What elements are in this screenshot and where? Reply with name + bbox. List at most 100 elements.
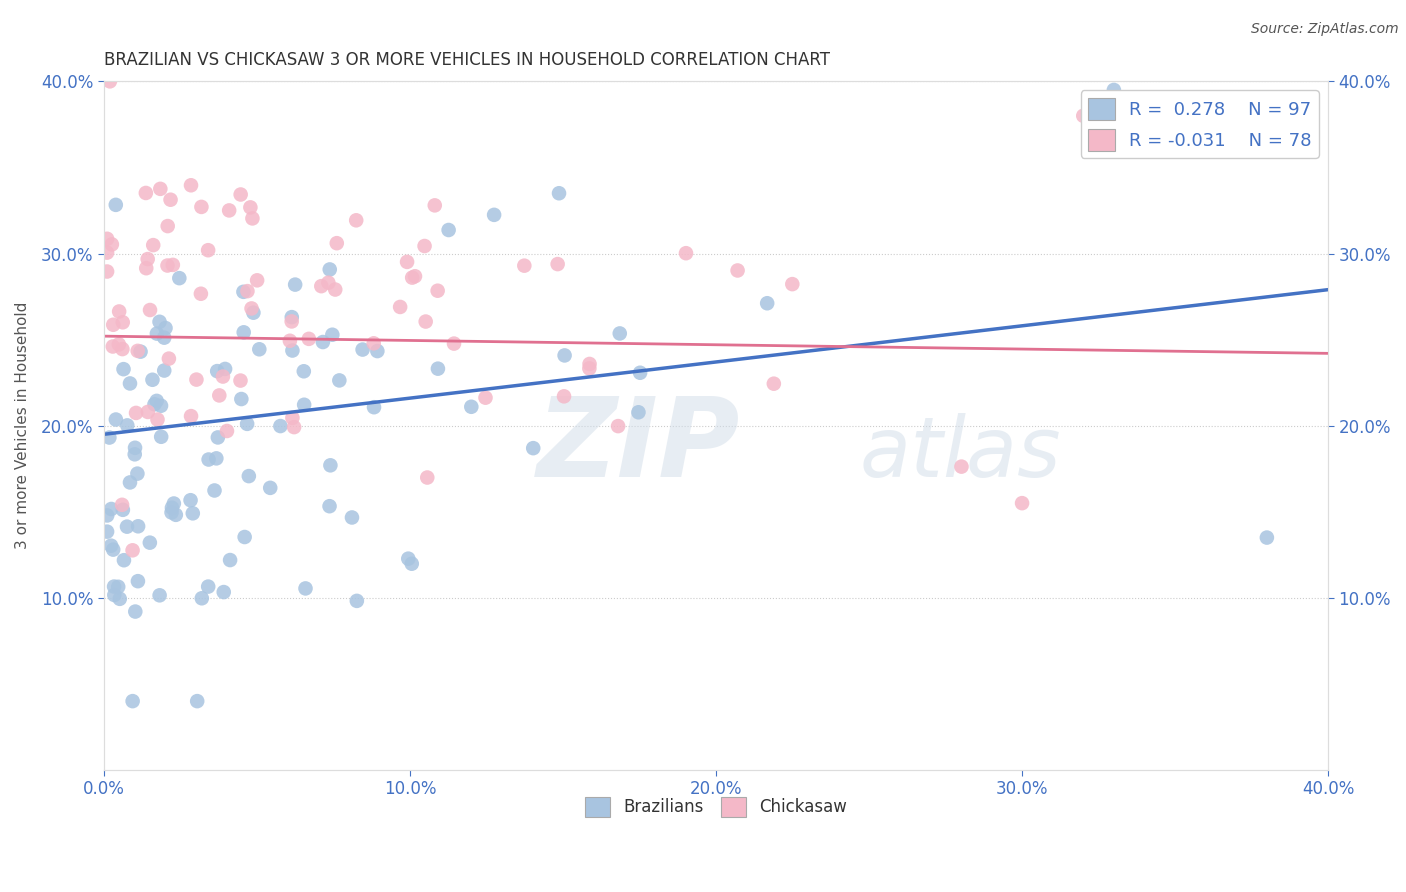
Point <box>180 178 202 193</box>
Point <box>363 336 385 351</box>
Point <box>363 401 385 415</box>
Point <box>609 326 631 341</box>
Point <box>205 451 228 466</box>
Point <box>108 337 131 351</box>
Point <box>98 431 121 445</box>
Point <box>578 357 600 371</box>
Point <box>218 203 240 218</box>
Point <box>124 605 146 619</box>
Point <box>96 245 118 260</box>
Point <box>232 326 254 340</box>
Point <box>153 363 176 377</box>
Point <box>1102 83 1125 97</box>
Point <box>219 553 242 567</box>
Point <box>145 393 167 408</box>
Point <box>121 543 143 558</box>
Point <box>236 284 259 298</box>
Text: BRAZILIAN VS CHICKASAW 3 OR MORE VEHICLES IN HOUSEHOLD CORRELATION CHART: BRAZILIAN VS CHICKASAW 3 OR MORE VEHICLE… <box>104 51 830 69</box>
Point <box>513 259 536 273</box>
Point <box>118 376 141 391</box>
Point <box>125 406 148 420</box>
Point <box>146 412 169 426</box>
Point <box>240 301 263 316</box>
Point <box>269 419 291 434</box>
Point <box>242 211 264 226</box>
Point <box>294 582 316 596</box>
Point <box>146 326 169 341</box>
Point <box>149 588 172 602</box>
Point <box>437 223 460 237</box>
Point <box>111 315 134 329</box>
Point <box>423 198 446 212</box>
Point <box>150 430 173 444</box>
Point <box>159 193 181 207</box>
Point <box>139 535 162 549</box>
Point <box>142 238 165 252</box>
Point <box>127 343 149 358</box>
Point <box>236 417 259 431</box>
Point <box>160 506 183 520</box>
Point <box>1256 531 1278 545</box>
Point <box>143 397 166 411</box>
Point <box>239 200 262 214</box>
Text: atlas: atlas <box>860 413 1062 493</box>
Point <box>340 510 363 524</box>
Point <box>318 276 340 290</box>
Point <box>103 318 125 332</box>
Point <box>231 392 253 406</box>
Point <box>396 551 419 566</box>
Point <box>321 327 343 342</box>
Point <box>416 470 439 484</box>
Point <box>163 496 186 510</box>
Point <box>121 694 143 708</box>
Point <box>148 315 170 329</box>
Y-axis label: 3 or more Vehicles in Household: 3 or more Vehicles in Household <box>15 302 30 549</box>
Point <box>103 580 125 594</box>
Point <box>117 418 139 433</box>
Point <box>281 343 304 358</box>
Point <box>101 237 124 252</box>
Point <box>186 373 208 387</box>
Point <box>180 409 202 424</box>
Point <box>627 405 650 419</box>
Point <box>323 283 346 297</box>
Point <box>181 506 204 520</box>
Point <box>280 314 302 328</box>
Point <box>366 344 388 359</box>
Point <box>212 369 235 384</box>
Point <box>292 364 315 378</box>
Point <box>554 348 576 362</box>
Point <box>160 500 183 515</box>
Point <box>129 344 152 359</box>
Point <box>214 362 236 376</box>
Point <box>127 467 149 481</box>
Point <box>283 420 305 434</box>
Point <box>292 398 315 412</box>
Point <box>311 279 333 293</box>
Point <box>100 539 122 553</box>
Point <box>426 284 449 298</box>
Point <box>229 187 252 202</box>
Point <box>108 591 131 606</box>
Point <box>474 391 496 405</box>
Point <box>319 458 342 473</box>
Point <box>389 300 412 314</box>
Point <box>344 213 367 227</box>
Point <box>326 236 349 251</box>
Point <box>319 262 342 277</box>
Point <box>190 286 212 301</box>
Point <box>136 405 159 419</box>
Point <box>124 441 146 455</box>
Point <box>155 321 177 335</box>
Point <box>415 314 437 328</box>
Point <box>197 452 219 467</box>
Point <box>396 255 419 269</box>
Point <box>150 399 173 413</box>
Point <box>233 530 256 544</box>
Point <box>153 331 176 345</box>
Point <box>180 493 202 508</box>
Text: Source: ZipAtlas.com: Source: ZipAtlas.com <box>1251 22 1399 37</box>
Point <box>136 252 159 266</box>
Point <box>157 351 180 366</box>
Point <box>162 258 184 272</box>
